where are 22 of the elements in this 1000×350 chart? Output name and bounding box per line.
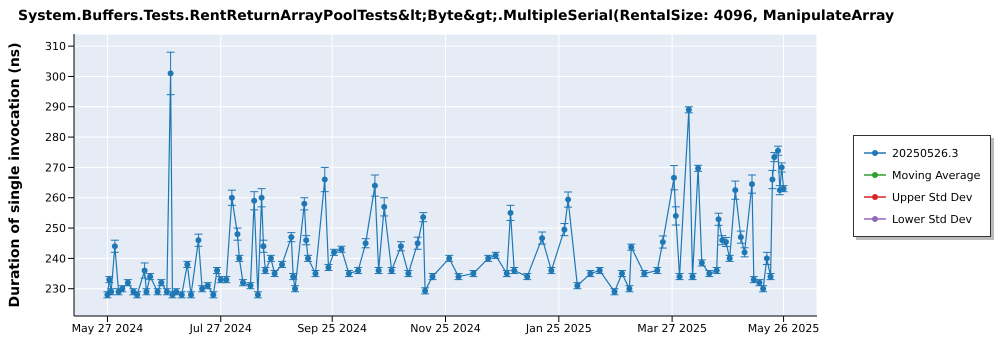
legend-label: Lower Std Dev (892, 212, 972, 226)
x-tick-label: Mar 27 2025 (637, 322, 707, 335)
y-axis-title: Duration of single invocation (ns) (6, 42, 23, 308)
y-tick-label: 310 (45, 40, 66, 54)
y-tick-label: 260 (45, 192, 66, 205)
x-tick-label: Sep 25 2024 (297, 322, 368, 335)
y-tick-label: 230 (45, 282, 66, 296)
y-tick-label: 290 (45, 100, 66, 114)
legend-label: Upper Std Dev (892, 190, 972, 204)
x-tick-label: Jul 27 2024 (188, 322, 252, 335)
legend-label: Moving Average (892, 168, 980, 182)
x-tick-label: May 27 2024 (72, 322, 144, 335)
y-tick-label: 240 (45, 252, 66, 266)
y-tick-label: 250 (45, 222, 66, 235)
chart-title: System.Buffers.Tests.RentReturnArrayPoolTests&lt;Byte&gt;.MultipleSerial(RentalSize: 4096, ManipulateArray (18, 8, 896, 26)
legend-label: 20250526.3 (892, 146, 958, 160)
x-tick-label: Nov 25 2024 (410, 322, 481, 335)
y-tick-label: 270 (45, 161, 66, 174)
x-tick-label: May 26 2025 (748, 322, 820, 335)
y-tick-label: 280 (45, 131, 66, 144)
x-tick-label: Jan 25 2025 (524, 322, 592, 335)
y-tick-label: 300 (45, 70, 66, 84)
